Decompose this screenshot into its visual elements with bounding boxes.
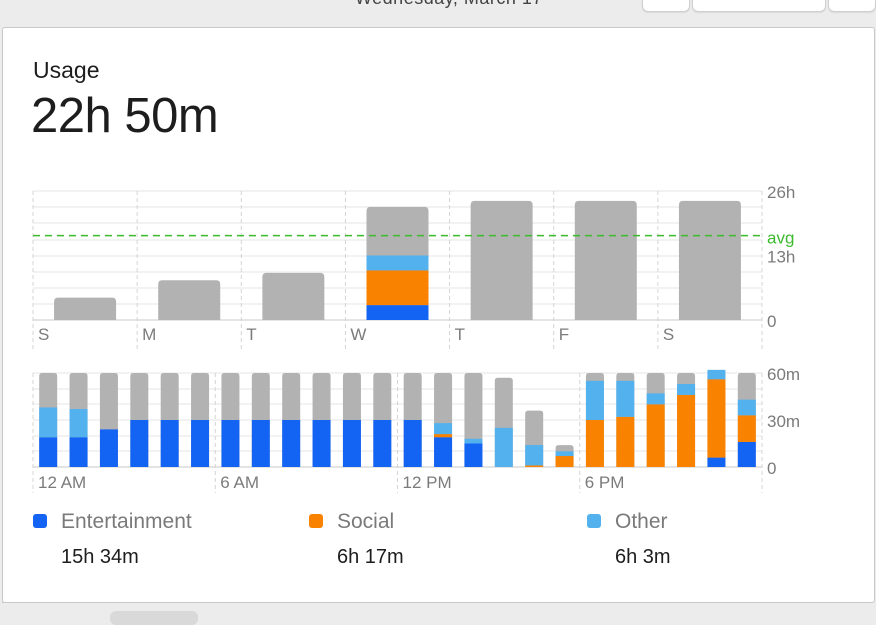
hour-bar-segment [282,420,301,467]
hour-bar-segment [434,437,453,467]
week-day-label: T [246,325,256,344]
week-bar-total [158,280,221,320]
hour-bar-segment [585,380,604,420]
hour-x-label: 6 PM [585,473,625,492]
hour-bar-segment [130,420,149,467]
week-y-tick: 13h [767,248,795,267]
week-day-label: S [38,325,49,344]
entertainment-total: 15h 34m [61,546,139,568]
hour-y-tick: 0 [767,459,776,478]
hour-bar-segment [251,420,270,467]
legend-label: Entertainment [61,510,192,533]
hour-bar-segment [191,420,210,467]
hour-bar-segment [464,443,483,467]
window-top-strip: Wednesday, March 17 [0,0,876,26]
hour-bar-segment [707,379,726,458]
hour-bar-segment [555,451,574,457]
week-bar-segment [366,255,429,271]
hour-bar-segment [525,445,544,466]
hour-bar-segment [707,369,726,380]
usage-total: 22h 50m [31,89,219,143]
legend-label: Other [615,510,668,533]
week-bar-segment [366,270,429,306]
hour-bar-segment [494,427,513,467]
week-y-tick: 0 [767,312,776,331]
entertainment-swatch [33,514,47,528]
week-bar-total [574,200,637,320]
today-button[interactable] [692,0,826,12]
social-total: 6h 17m [337,546,404,568]
hour-bar-segment [646,404,665,467]
hour-x-label: 12 PM [403,473,452,492]
average-label: avg [767,229,794,248]
hour-bar-segment [646,393,665,405]
hour-bar-segment [69,437,88,467]
hour-bar-segment [464,438,483,444]
hour-bar-segment [39,407,58,438]
hour-bar-segment [221,420,240,467]
hour-bar-segment [373,420,392,467]
hour-bar-segment [434,423,453,435]
hour-bar-segment [707,457,726,467]
hour-x-label: 12 AM [38,473,86,492]
week-bar-total [54,297,117,320]
previous-button[interactable] [642,0,690,12]
other-total: 6h 3m [615,546,671,568]
hour-bar-segment [677,394,696,467]
hour-bar-segment [39,437,58,467]
hour-bar-segment [555,456,574,467]
week-bar-segment [366,305,429,320]
hour-y-tick: 30m [767,412,800,431]
hour-bar-segment [160,420,179,467]
usage-heading: Usage [33,57,100,83]
week-day-label: W [350,325,366,344]
week-day-label: T [455,325,465,344]
bottom-toolbar [2,602,873,619]
other-swatch [587,514,601,528]
hour-bar-segment [99,429,118,467]
hour-bar-segment [616,416,635,467]
week-day-label: M [142,325,156,344]
hour-y-tick: 60m [767,365,800,384]
week-bar-total [470,200,533,320]
week-bar-total [678,200,741,320]
legend-label: Social [337,510,395,533]
hour-bar-segment [434,434,453,438]
hour-bar-segment [677,383,696,395]
hour-bar-segment [342,420,361,467]
date-label: Wednesday, March 17 [355,0,543,9]
hour-bar-segment [585,420,604,467]
week-y-tick: 26h [767,183,795,202]
hour-bar-segment [737,441,756,467]
week-bar-total [262,272,325,320]
hour-bar-segment [312,420,331,467]
hour-bar-segment [616,380,635,417]
hour-bar-segment [737,399,756,416]
hour-x-label: 6 AM [220,473,259,492]
hour-bar-segment [69,409,88,438]
social-swatch [309,514,323,528]
hour-bar-segment [403,420,422,467]
week-day-label: S [663,325,674,344]
hour-bar-segment [737,415,756,442]
hour-bar-segment [525,465,544,467]
bottom-tab[interactable] [110,611,198,625]
week-day-label: F [559,325,569,344]
